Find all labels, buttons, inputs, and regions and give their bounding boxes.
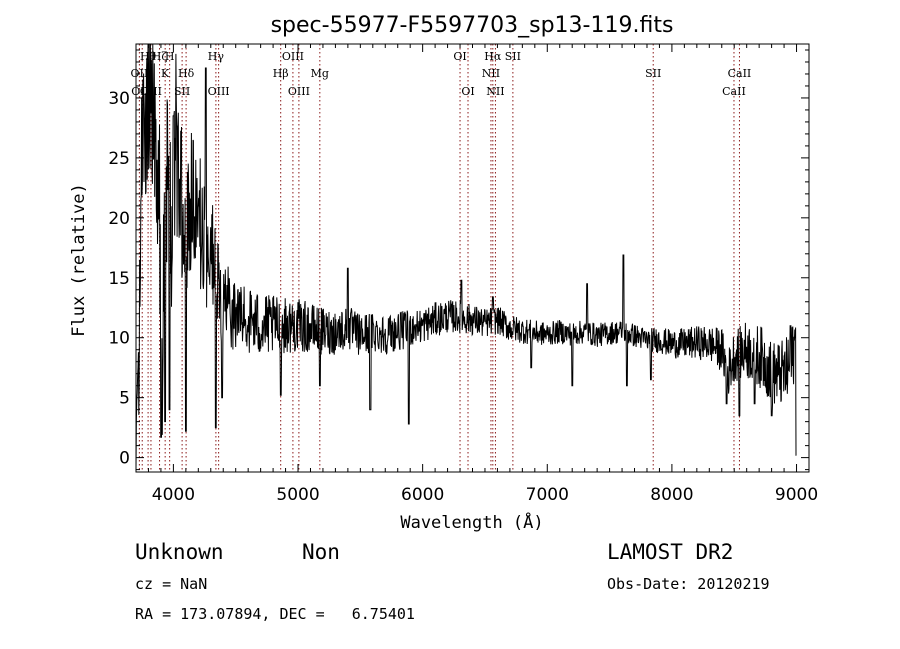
x-tick-label: 9000 <box>775 485 818 505</box>
y-tick-label: 0 <box>119 449 130 469</box>
obs-date-label: Obs-Date: 20120219 <box>607 575 770 593</box>
spectral-line-label: Mg <box>311 67 329 80</box>
survey-label: LAMOST DR2 <box>607 540 733 564</box>
redshift-label: cz = NaN <box>135 575 207 593</box>
spectral-line-label: Hδ <box>178 67 195 80</box>
y-tick-label: 25 <box>108 149 130 169</box>
x-axis-label: Wavelength (Å) <box>400 511 543 533</box>
spectral-line-label: OI <box>453 50 466 63</box>
spectral-line-label: OIII <box>288 85 310 98</box>
x-tick-label: 4000 <box>152 485 195 505</box>
spectral-line-label: OIII <box>208 85 230 98</box>
y-axis-label: Flux (relative) <box>69 183 89 337</box>
spectral-line-label: Hζ <box>152 50 168 63</box>
x-tick-label: 8000 <box>650 485 693 505</box>
spectral-line-label: OIII <box>282 50 304 63</box>
spectral-line-label: Hγ <box>208 50 225 63</box>
spectral-line-label: Hβ <box>273 67 289 80</box>
y-tick-label: 5 <box>119 389 130 409</box>
spectral-line-label: NII <box>482 67 500 80</box>
x-tick-labels: 4000 5000 6000 7000 8000 9000 <box>152 485 818 505</box>
x-tick-label: 7000 <box>526 485 569 505</box>
y-tick-label: 15 <box>108 269 130 289</box>
spectral-line-label: SII <box>174 85 190 98</box>
spectral-line-label: H <box>165 50 175 63</box>
spectral-line-label: K <box>161 67 170 80</box>
x-tick-label: 6000 <box>401 485 444 505</box>
coordinates-label: RA = 173.07894, DEC = 6.75401 <box>135 605 415 623</box>
spectral-line-label: NII <box>486 85 504 98</box>
spectral-line-label: Hα <box>484 50 502 63</box>
plot-frame <box>135 43 810 473</box>
spectral-line-labels: OIIOIIIHθOIIIHζKHSIIHδHγOIIIHβOIIIOIIIMg… <box>131 50 752 98</box>
spectral-line-label: SII <box>645 67 661 80</box>
spectral-line-label: SII <box>505 50 521 63</box>
spectral-line-label: OI <box>461 85 474 98</box>
spectral-line-markers <box>138 44 740 472</box>
axis-ticks <box>135 44 810 472</box>
spectrum-series-line <box>135 43 797 470</box>
chart-title: spec-55977-F5597703_sp13-119.fits <box>271 13 674 38</box>
y-tick-label: 20 <box>108 209 130 229</box>
x-tick-label: 5000 <box>276 485 319 505</box>
y-tick-labels: 0 5 10 15 20 25 30 <box>108 89 130 469</box>
subclass-label: Non <box>302 540 340 564</box>
spectral-line-label: CaII <box>722 85 746 98</box>
y-tick-label: 10 <box>108 329 130 349</box>
class-label: Unknown <box>135 540 224 564</box>
spectral-line-label: CaII <box>728 67 752 80</box>
y-tick-label: 30 <box>108 89 130 109</box>
